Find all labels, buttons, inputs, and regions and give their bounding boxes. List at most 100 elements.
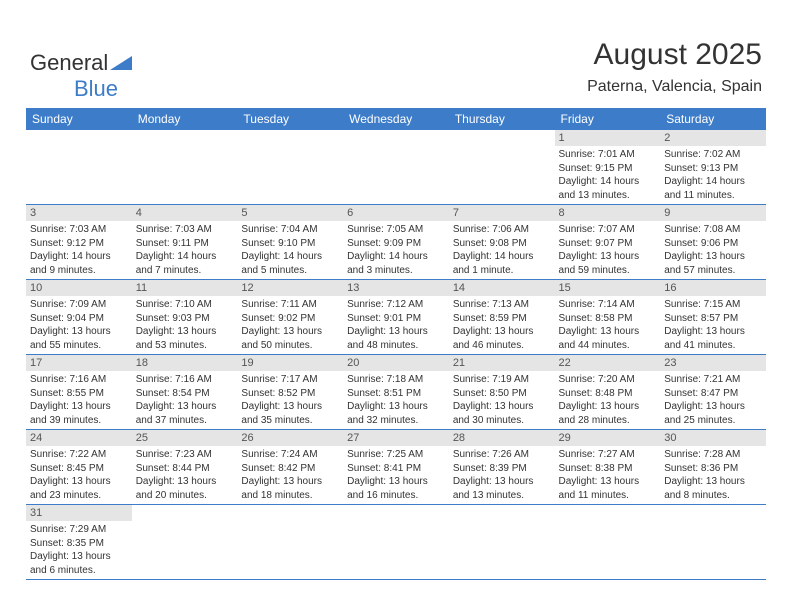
daylight-text: Daylight: 13 hours and 13 minutes. (453, 475, 551, 502)
day-number: 29 (555, 430, 661, 446)
day-details: Sunrise: 7:09 AMSunset: 9:04 PMDaylight:… (26, 296, 132, 354)
calendar-cell: 12Sunrise: 7:11 AMSunset: 9:02 PMDayligh… (237, 280, 343, 355)
day-number: 24 (26, 430, 132, 446)
calendar-cell: 7Sunrise: 7:06 AMSunset: 9:08 PMDaylight… (449, 205, 555, 280)
day-details: Sunrise: 7:11 AMSunset: 9:02 PMDaylight:… (237, 296, 343, 354)
day-number: 6 (343, 205, 449, 221)
calendar-cell (449, 505, 555, 580)
calendar-cell: 11Sunrise: 7:10 AMSunset: 9:03 PMDayligh… (132, 280, 238, 355)
calendar-week-row: 24Sunrise: 7:22 AMSunset: 8:45 PMDayligh… (26, 430, 766, 505)
sunset-text: Sunset: 8:44 PM (136, 462, 234, 476)
day-details: Sunrise: 7:03 AMSunset: 9:12 PMDaylight:… (26, 221, 132, 279)
sunrise-text: Sunrise: 7:05 AM (347, 223, 445, 237)
calendar-cell: 3Sunrise: 7:03 AMSunset: 9:12 PMDaylight… (26, 205, 132, 280)
calendar-header-row: Sunday Monday Tuesday Wednesday Thursday… (26, 108, 766, 130)
calendar-cell (26, 130, 132, 205)
calendar-cell: 9Sunrise: 7:08 AMSunset: 9:06 PMDaylight… (660, 205, 766, 280)
calendar-week-row: 10Sunrise: 7:09 AMSunset: 9:04 PMDayligh… (26, 280, 766, 355)
calendar-cell: 5Sunrise: 7:04 AMSunset: 9:10 PMDaylight… (237, 205, 343, 280)
day-number: 4 (132, 205, 238, 221)
sunset-text: Sunset: 8:47 PM (664, 387, 762, 401)
sunset-text: Sunset: 9:08 PM (453, 237, 551, 251)
calendar-week-row: 17Sunrise: 7:16 AMSunset: 8:55 PMDayligh… (26, 355, 766, 430)
day-details: Sunrise: 7:18 AMSunset: 8:51 PMDaylight:… (343, 371, 449, 429)
daylight-text: Daylight: 14 hours and 5 minutes. (241, 250, 339, 277)
calendar-cell (343, 130, 449, 205)
daylight-text: Daylight: 13 hours and 32 minutes. (347, 400, 445, 427)
calendar-cell: 21Sunrise: 7:19 AMSunset: 8:50 PMDayligh… (449, 355, 555, 430)
calendar-cell: 30Sunrise: 7:28 AMSunset: 8:36 PMDayligh… (660, 430, 766, 505)
daylight-text: Daylight: 13 hours and 23 minutes. (30, 475, 128, 502)
day-number: 23 (660, 355, 766, 371)
sunset-text: Sunset: 8:58 PM (559, 312, 657, 326)
sunrise-text: Sunrise: 7:02 AM (664, 148, 762, 162)
daylight-text: Daylight: 13 hours and 44 minutes. (559, 325, 657, 352)
sunrise-text: Sunrise: 7:19 AM (453, 373, 551, 387)
calendar-cell: 31Sunrise: 7:29 AMSunset: 8:35 PMDayligh… (26, 505, 132, 580)
day-details: Sunrise: 7:26 AMSunset: 8:39 PMDaylight:… (449, 446, 555, 504)
daylight-text: Daylight: 14 hours and 3 minutes. (347, 250, 445, 277)
day-details: Sunrise: 7:14 AMSunset: 8:58 PMDaylight:… (555, 296, 661, 354)
calendar-cell: 18Sunrise: 7:16 AMSunset: 8:54 PMDayligh… (132, 355, 238, 430)
daylight-text: Daylight: 13 hours and 46 minutes. (453, 325, 551, 352)
calendar-cell: 24Sunrise: 7:22 AMSunset: 8:45 PMDayligh… (26, 430, 132, 505)
day-details: Sunrise: 7:24 AMSunset: 8:42 PMDaylight:… (237, 446, 343, 504)
calendar-cell: 1Sunrise: 7:01 AMSunset: 9:15 PMDaylight… (555, 130, 661, 205)
sunset-text: Sunset: 8:48 PM (559, 387, 657, 401)
sunset-text: Sunset: 9:15 PM (559, 162, 657, 176)
dayname-wednesday: Wednesday (343, 108, 449, 130)
day-number: 22 (555, 355, 661, 371)
daylight-text: Daylight: 14 hours and 9 minutes. (30, 250, 128, 277)
calendar-cell: 6 Sunrise: 7:05 AMSunset: 9:09 PMDaylight… (343, 205, 449, 280)
sunset-text: Sunset: 8:55 PM (30, 387, 128, 401)
sunrise-text: Sunrise: 7:10 AM (136, 298, 234, 312)
calendar-cell: 26Sunrise: 7:24 AMSunset: 8:42 PMDayligh… (237, 430, 343, 505)
calendar-body: 1Sunrise: 7:01 AMSunset: 9:15 PMDaylight… (26, 130, 766, 580)
day-details: Sunrise: 7:23 AMSunset: 8:44 PMDaylight:… (132, 446, 238, 504)
day-number: 28 (449, 430, 555, 446)
sunrise-text: Sunrise: 7:08 AM (664, 223, 762, 237)
calendar-cell (660, 505, 766, 580)
dayname-friday: Friday (555, 108, 661, 130)
sunset-text: Sunset: 8:59 PM (453, 312, 551, 326)
day-number: 26 (237, 430, 343, 446)
day-details: Sunrise: 7:15 AMSunset: 8:57 PMDaylight:… (660, 296, 766, 354)
calendar-cell (237, 505, 343, 580)
calendar-cell (132, 130, 238, 205)
daylight-text: Daylight: 13 hours and 18 minutes. (241, 475, 339, 502)
calendar-cell: 15Sunrise: 7:14 AMSunset: 8:58 PMDayligh… (555, 280, 661, 355)
day-number: 11 (132, 280, 238, 296)
daylight-text: Daylight: 13 hours and 39 minutes. (30, 400, 128, 427)
sunrise-text: Sunrise: 7:27 AM (559, 448, 657, 462)
daylight-text: Daylight: 13 hours and 11 minutes. (559, 475, 657, 502)
sunrise-text: Sunrise: 7:23 AM (136, 448, 234, 462)
day-number: 18 (132, 355, 238, 371)
day-details: Sunrise: 7:25 AMSunset: 8:41 PMDaylight:… (343, 446, 449, 504)
day-number: 27 (343, 430, 449, 446)
calendar-week-row: 3Sunrise: 7:03 AMSunset: 9:12 PMDaylight… (26, 205, 766, 280)
day-number: 10 (26, 280, 132, 296)
sunrise-text: Sunrise: 7:14 AM (559, 298, 657, 312)
calendar-cell (343, 505, 449, 580)
day-details: Sunrise: 7:19 AMSunset: 8:50 PMDaylight:… (449, 371, 555, 429)
sunrise-text: Sunrise: 7:26 AM (453, 448, 551, 462)
day-number: 12 (237, 280, 343, 296)
sunset-text: Sunset: 8:42 PM (241, 462, 339, 476)
day-number: 15 (555, 280, 661, 296)
calendar-week-row: 1Sunrise: 7:01 AMSunset: 9:15 PMDaylight… (26, 130, 766, 205)
day-details: Sunrise: 7:13 AMSunset: 8:59 PMDaylight:… (449, 296, 555, 354)
calendar-cell: 25Sunrise: 7:23 AMSunset: 8:44 PMDayligh… (132, 430, 238, 505)
calendar-cell: 19Sunrise: 7:17 AMSunset: 8:52 PMDayligh… (237, 355, 343, 430)
day-number: 9 (660, 205, 766, 221)
sunset-text: Sunset: 8:54 PM (136, 387, 234, 401)
dayname-tuesday: Tuesday (237, 108, 343, 130)
sunset-text: Sunset: 9:09 PM (347, 237, 445, 251)
day-number: 30 (660, 430, 766, 446)
sunset-text: Sunset: 8:51 PM (347, 387, 445, 401)
sunrise-text: Sunrise: 7:06 AM (453, 223, 551, 237)
day-details: Sunrise: 7:03 AMSunset: 9:11 PMDaylight:… (132, 221, 238, 279)
sunset-text: Sunset: 8:52 PM (241, 387, 339, 401)
calendar-cell: 13Sunrise: 7:12 AMSunset: 9:01 PMDayligh… (343, 280, 449, 355)
day-number: 1 (555, 130, 661, 146)
sunrise-text: Sunrise: 7:12 AM (347, 298, 445, 312)
